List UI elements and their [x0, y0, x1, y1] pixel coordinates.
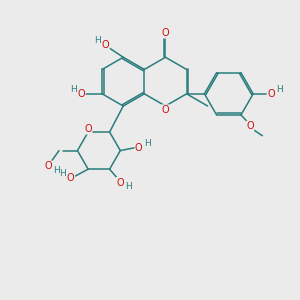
Text: O: O [135, 142, 142, 153]
Text: O: O [102, 40, 109, 50]
Text: H: H [59, 169, 66, 178]
Text: H: H [144, 139, 151, 148]
Text: H: H [94, 35, 101, 44]
Text: H: H [125, 182, 132, 191]
Text: H: H [53, 166, 60, 175]
Text: O: O [45, 161, 52, 171]
Text: H: H [70, 85, 76, 94]
Text: O: O [84, 124, 92, 134]
Text: O: O [162, 28, 169, 38]
Text: O: O [162, 105, 169, 115]
Text: H: H [276, 85, 283, 94]
Text: O: O [267, 89, 275, 99]
Text: O: O [67, 173, 74, 183]
Text: O: O [116, 178, 124, 188]
Text: O: O [77, 89, 85, 99]
Text: O: O [246, 121, 254, 131]
